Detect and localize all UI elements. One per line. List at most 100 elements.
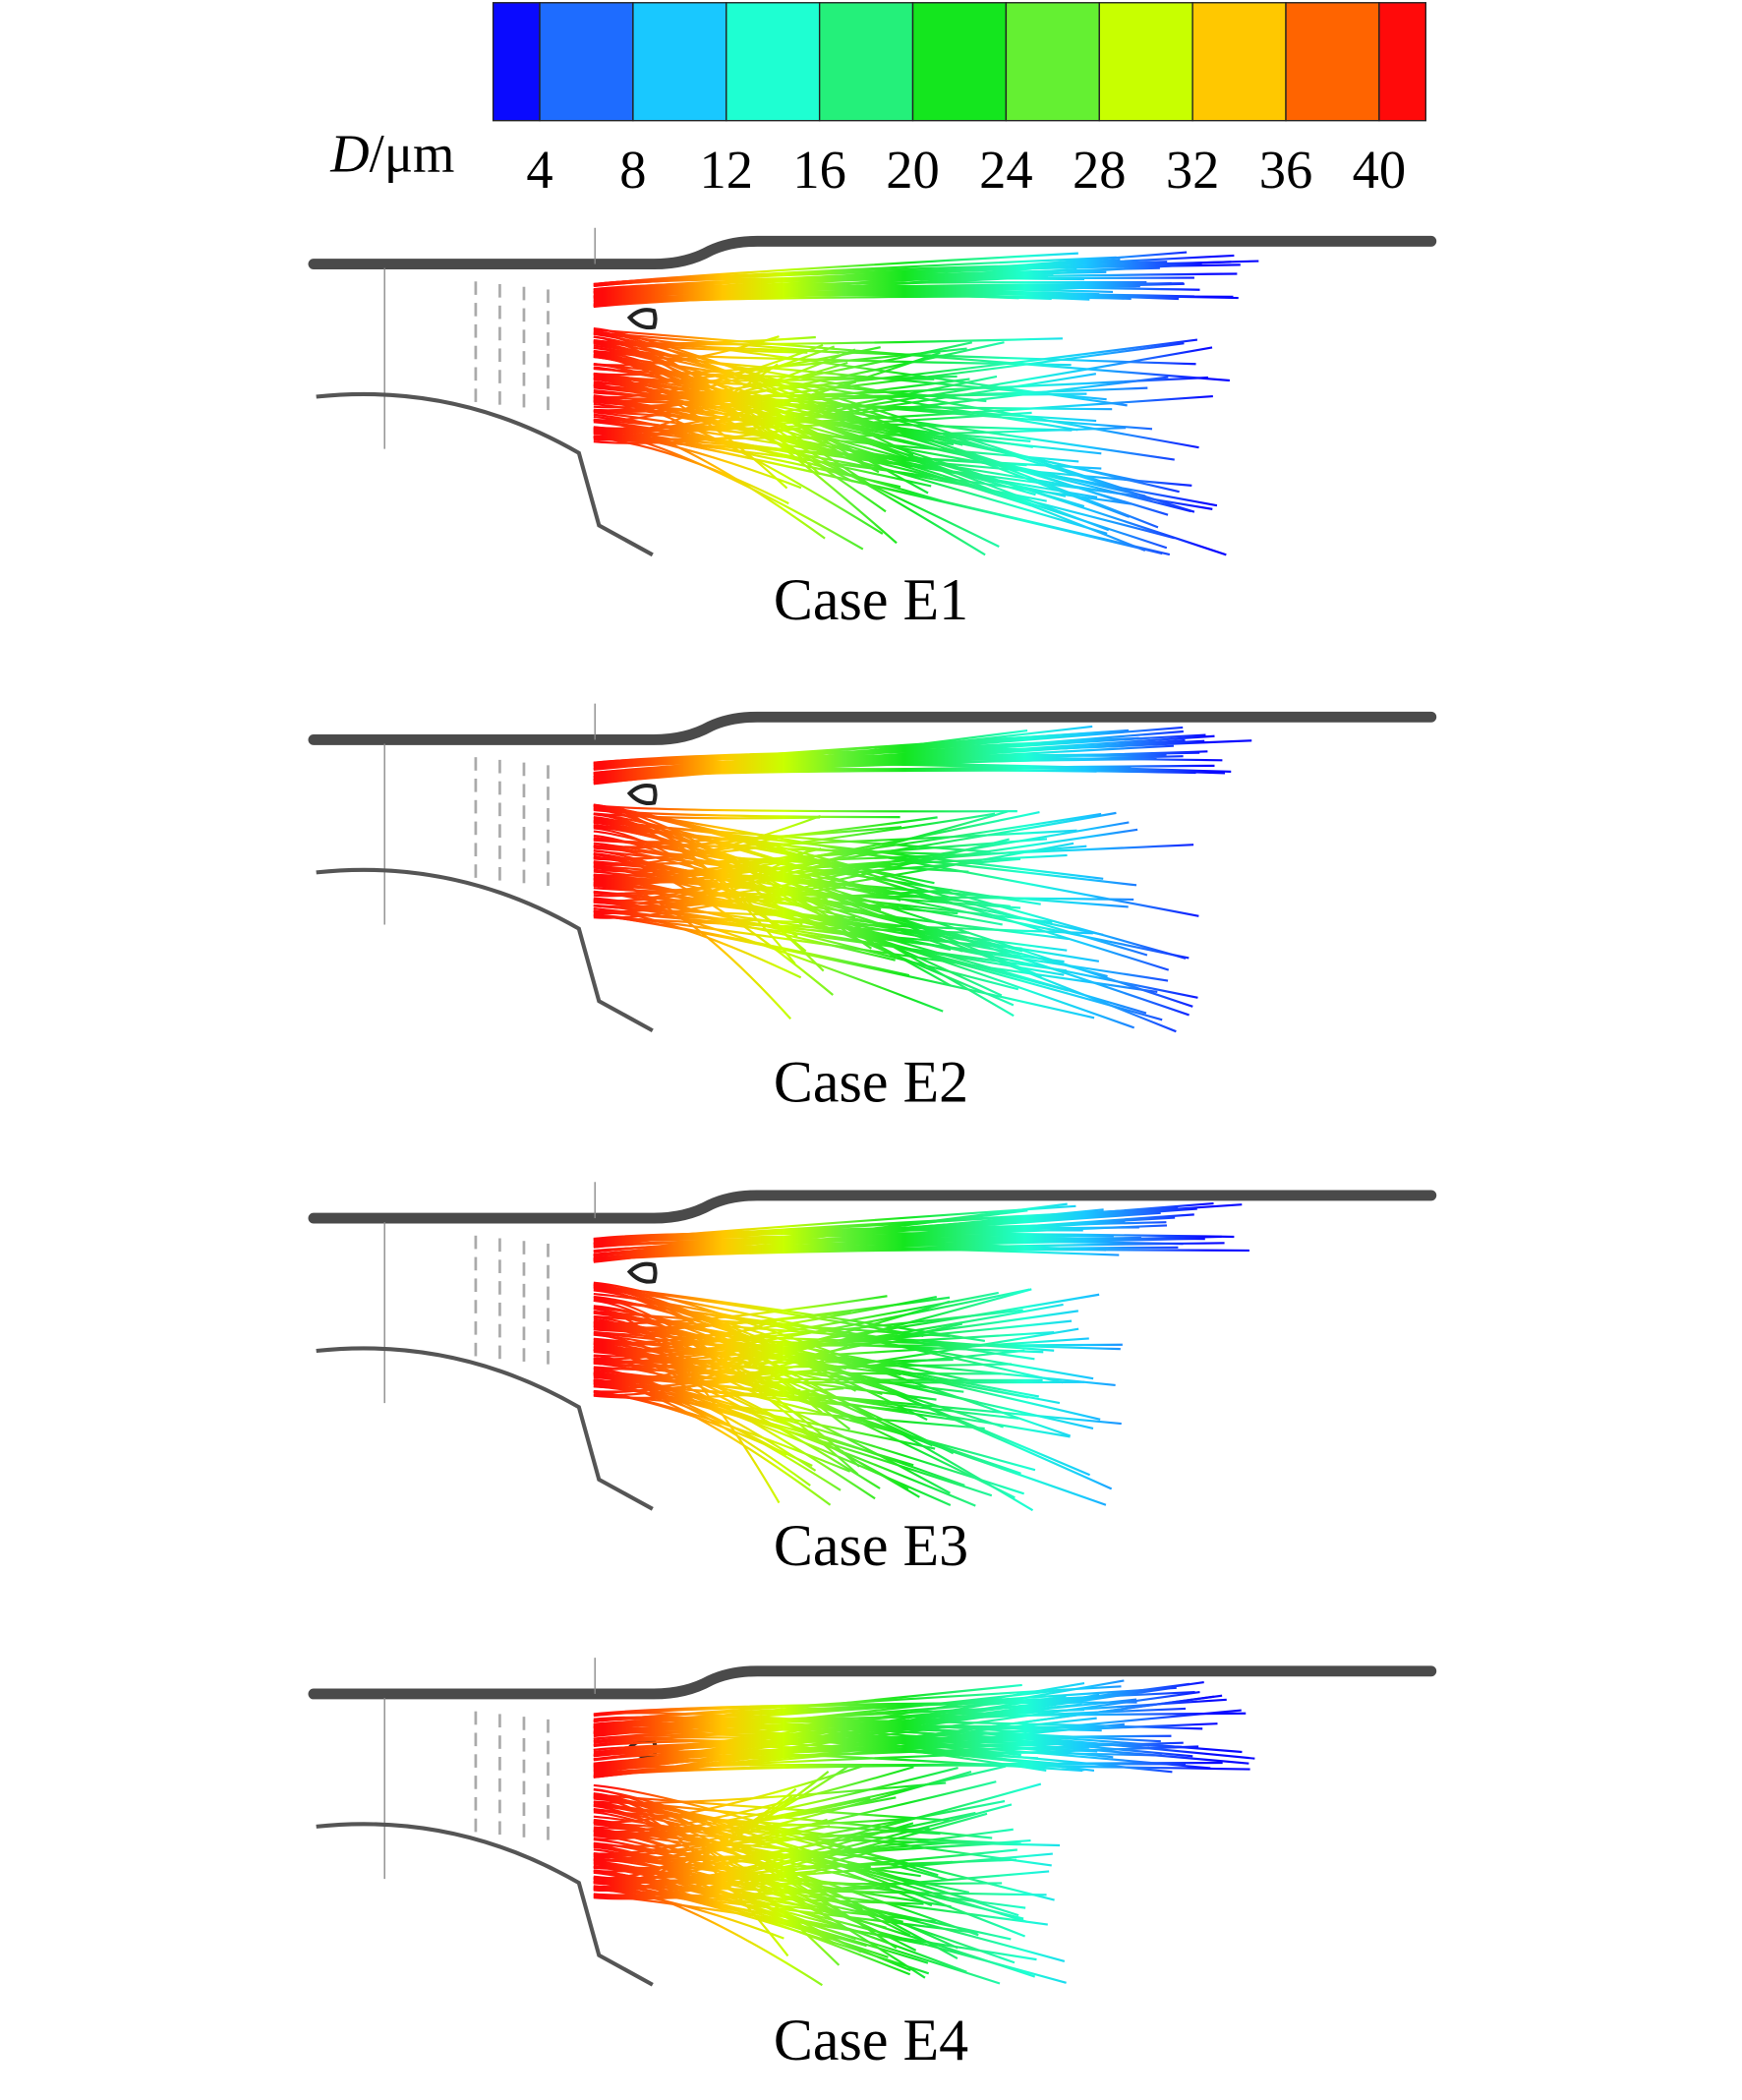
trajectory <box>593 1767 958 1837</box>
trajectory <box>593 853 1068 873</box>
tick-label: 8 <box>619 140 646 200</box>
liner-wall <box>316 391 654 557</box>
casing <box>308 1665 1437 1700</box>
trajectory <box>593 1763 1187 1778</box>
label-symbol: D <box>329 124 369 184</box>
trajectories <box>593 251 1259 556</box>
panel <box>308 227 1437 557</box>
trajectory <box>593 1281 915 1384</box>
casing <box>308 711 1437 745</box>
trajectory <box>593 328 1230 382</box>
trajectory <box>593 1743 1034 1766</box>
trajectory <box>593 1818 979 1937</box>
color-block <box>1285 2 1380 122</box>
trajectory <box>593 912 1158 994</box>
trajectory <box>593 1211 1116 1257</box>
trajectory <box>593 418 1079 463</box>
trajectory <box>593 1817 914 1831</box>
color-block <box>1378 2 1426 122</box>
color-block <box>818 2 914 122</box>
trajectory <box>593 332 1128 407</box>
trajectory <box>593 389 955 446</box>
trajectory <box>593 1371 1024 1495</box>
label-unit: /μm <box>370 124 455 184</box>
trajectory <box>593 341 808 354</box>
color-block <box>1005 2 1100 122</box>
panel <box>308 1182 1437 1512</box>
panel <box>308 703 1437 1033</box>
trajectory <box>593 1771 830 1891</box>
trajectory <box>593 289 1019 300</box>
trajectory <box>593 377 1000 549</box>
trajectory <box>593 1387 844 1399</box>
injector <box>626 1261 658 1284</box>
trajectory <box>593 1242 1225 1261</box>
color-block <box>911 2 1008 122</box>
trajectory <box>593 842 1074 913</box>
trajectory <box>593 1687 1170 1769</box>
trajectory <box>593 394 884 535</box>
trajectory <box>593 1319 1039 1398</box>
tick-label: 40 <box>1353 140 1407 200</box>
color-block <box>1098 2 1193 122</box>
trajectory <box>593 1361 1071 1438</box>
trajectory <box>593 1871 865 1935</box>
trajectory <box>593 1201 1214 1256</box>
trajectory <box>593 1390 851 1473</box>
trajectory <box>593 814 821 867</box>
trajectory <box>593 1739 1150 1748</box>
trajectory <box>593 348 856 422</box>
trajectory <box>593 856 1003 926</box>
liner-wall <box>316 867 654 1033</box>
trajectory <box>593 1804 926 1979</box>
trajectory <box>593 901 1065 976</box>
trajectory <box>593 1800 844 1915</box>
panel <box>308 1658 1437 1987</box>
trajectory <box>593 1325 846 1371</box>
tick-label: 12 <box>700 140 754 200</box>
trajectory <box>593 803 796 964</box>
trajectory <box>593 1712 1247 1729</box>
trajectory <box>593 762 1226 775</box>
trajectory <box>593 1701 1137 1716</box>
trajectory <box>593 346 1122 503</box>
trajectory <box>593 816 938 849</box>
trajectory <box>593 1731 1173 1774</box>
trajectory <box>593 1681 1085 1762</box>
trajectory <box>593 1788 1026 1938</box>
trajectory <box>593 1374 811 1487</box>
trajectory <box>593 284 1137 304</box>
trajectory <box>593 1745 1199 1776</box>
casing <box>308 1190 1437 1224</box>
trajectory <box>593 1702 1053 1746</box>
trajectory <box>593 355 1169 516</box>
trajectory <box>593 1764 851 1881</box>
trajectory <box>593 1288 1030 1361</box>
trajectory <box>593 866 845 905</box>
trajectory <box>593 1686 1177 1731</box>
liner-wall <box>316 1822 654 1987</box>
color-block <box>632 2 727 122</box>
trajectory <box>593 262 1202 308</box>
trajectory <box>593 1804 1052 1867</box>
trajectory <box>593 363 987 403</box>
trajectories <box>593 725 1252 1033</box>
trajectory <box>593 726 1184 779</box>
trajectory <box>593 1797 993 1839</box>
trajectory <box>593 1381 827 1400</box>
colorbar-label: D/μm <box>329 124 454 184</box>
trajectory <box>593 1879 930 1975</box>
trajectory <box>593 804 1017 813</box>
trajectory <box>593 1854 820 1889</box>
trajectory <box>593 1698 1137 1758</box>
color-block <box>539 2 634 122</box>
trajectory <box>593 725 1093 785</box>
panel-caption: Case E1 <box>774 567 968 632</box>
trajectory <box>593 341 973 404</box>
trajectory <box>593 1845 1066 1962</box>
trajectory <box>593 820 991 853</box>
trajectory <box>593 1811 976 1873</box>
trajectory <box>593 1724 1102 1732</box>
